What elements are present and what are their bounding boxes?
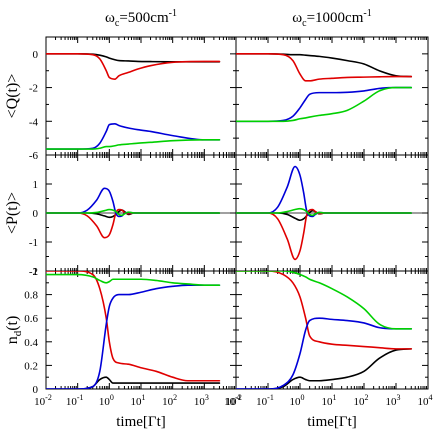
x-tick-label: 103 — [386, 393, 401, 408]
y-tick-label: -1 — [29, 237, 38, 249]
blue-series-line — [236, 165, 413, 218]
y-tick-label: -4 — [29, 116, 39, 128]
panel-5-curves — [46, 271, 221, 389]
x-tick-label: 101 — [322, 393, 337, 408]
y-tick-label: -2 — [29, 83, 38, 95]
green-series-line — [46, 208, 221, 217]
black-series-line — [46, 376, 221, 389]
black-series-line — [236, 53, 413, 78]
column-title-2: ωc=1000cm-1 — [292, 8, 371, 29]
green-series-line — [236, 86, 413, 123]
x-tick-label: 101 — [131, 393, 146, 408]
panel-frame-2 — [235, 36, 429, 156]
blue-series-line — [46, 123, 221, 150]
y-tick-label: 0.8 — [24, 290, 38, 302]
axis-labels: -6 -4 -2 0 -2 -1 0 1 0 0.2 0.4 0.6 0.8 1 10-2 10-1 100 10… — [4, 49, 433, 430]
panel-2-curves — [236, 53, 413, 123]
y-axis-title: <P(t)> — [4, 192, 21, 234]
x-tick-label: 10-1 — [256, 393, 274, 408]
green-series-line — [236, 207, 413, 217]
y-tick-label: 0 — [33, 49, 39, 61]
axis-ticks — [45, 37, 428, 390]
green-series-line — [46, 139, 221, 150]
green-series-line — [46, 273, 221, 286]
panel-6-curves — [236, 271, 413, 389]
red-series-line — [236, 271, 413, 350]
y-tick-label: -6 — [29, 150, 39, 162]
x-tick-label: 10-1 — [66, 393, 84, 408]
red-series-line — [46, 53, 221, 80]
column-title-1: ωc=500cm-1 — [105, 8, 177, 29]
y-tick-label: 0.4 — [24, 337, 38, 349]
x-tick-label: 102 — [162, 393, 177, 408]
x-tick-label: 104 — [418, 393, 433, 408]
y-tick-label: -2 — [29, 266, 38, 278]
red-series-line — [236, 208, 413, 261]
column-titles: ωc=500cm-1 ωc=1000cm-1 — [105, 8, 372, 29]
black-series-line — [236, 348, 413, 389]
x-axis-title: time[Γt] — [307, 414, 357, 430]
blue-series-line — [236, 86, 413, 123]
y-tick-label: 1 — [33, 266, 39, 278]
y-tick-label: 0 — [33, 384, 39, 396]
data-curves — [46, 53, 413, 389]
red-series-line — [46, 271, 221, 382]
x-tick-label: 104 — [226, 393, 241, 408]
x-tick-label: 100 — [290, 393, 305, 408]
y-tick-label: 0.2 — [24, 360, 38, 372]
y-axis-title: <Q(t)> — [4, 74, 21, 119]
x-tick-label: 100 — [99, 393, 114, 408]
panel-frame-5 — [45, 270, 237, 390]
x-tick-label: 10-2 — [224, 393, 242, 408]
panel-3-curves — [46, 187, 221, 239]
x-tick-label: 102 — [354, 393, 369, 408]
blue-series-line — [236, 317, 413, 389]
y-axis-title: nd(t) — [4, 316, 24, 345]
x-axis-title: time[Γt] — [116, 414, 166, 430]
panel-4-curves — [236, 165, 413, 261]
red-series-line — [236, 53, 413, 82]
panel-1-curves — [46, 53, 221, 150]
x-tick-label: 103 — [194, 393, 209, 408]
y-tick-label: 0.6 — [24, 313, 38, 325]
black-series-line — [46, 53, 221, 63]
green-series-line — [236, 271, 413, 330]
y-tick-label: 1 — [33, 179, 39, 191]
blue-series-line — [46, 284, 221, 389]
panel-frame-1 — [45, 36, 237, 156]
x-tick-label: 10-2 — [34, 393, 52, 408]
y-tick-label: 0 — [33, 208, 39, 220]
